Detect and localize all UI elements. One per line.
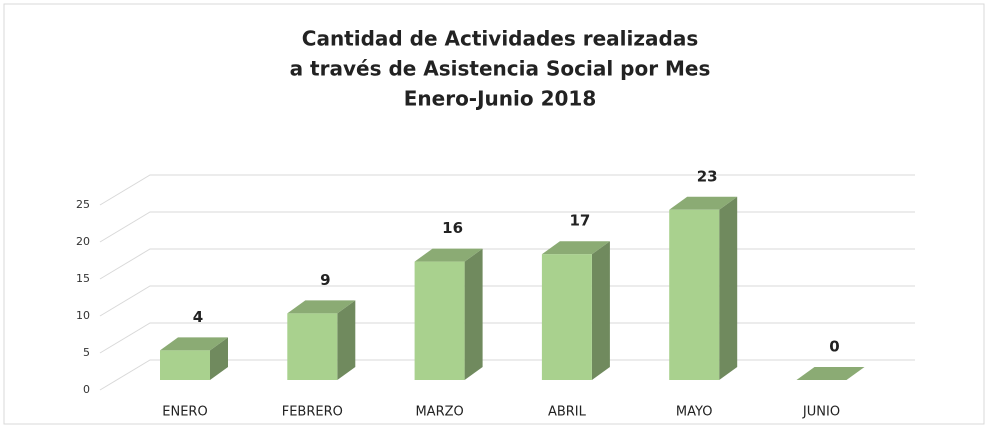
data-label: 17 xyxy=(569,212,590,230)
grid-line xyxy=(99,359,915,391)
data-label: 16 xyxy=(442,219,463,237)
bar-top xyxy=(414,248,483,262)
grid-line xyxy=(99,322,915,354)
bar xyxy=(160,350,210,380)
data-label: 0 xyxy=(829,338,839,356)
bar-side xyxy=(210,337,228,380)
bar xyxy=(541,254,592,380)
bar-top xyxy=(541,241,610,255)
x-tick-label: MARZO xyxy=(415,405,463,420)
bar-side xyxy=(719,196,738,380)
bar xyxy=(669,209,720,380)
chart-title: a través de Asistencia Social por Mes xyxy=(290,57,711,81)
bar-top xyxy=(669,196,738,210)
bar xyxy=(414,261,465,380)
y-tick-label: 25 xyxy=(76,198,90,211)
grid-line xyxy=(99,248,915,280)
bar-side xyxy=(464,248,483,380)
data-label: 9 xyxy=(320,271,330,289)
bar-side xyxy=(337,300,356,380)
bar xyxy=(287,313,338,380)
bar-top xyxy=(160,337,228,351)
y-tick-label: 5 xyxy=(83,346,90,359)
chart-title: Cantidad de Actividades realizadas xyxy=(302,27,698,51)
x-tick-label: ENERO xyxy=(162,405,207,420)
x-tick-label: JUNIO xyxy=(802,405,840,420)
x-tick-label: MAYO xyxy=(676,405,713,420)
grid-line xyxy=(99,285,915,317)
grid-line xyxy=(99,174,915,206)
x-tick-label: FEBRERO xyxy=(282,405,343,420)
y-tick-label: 0 xyxy=(83,383,90,396)
y-tick-label: 10 xyxy=(76,309,90,322)
bar-side xyxy=(591,241,610,380)
x-tick-label: ABRIL xyxy=(548,405,587,420)
data-label: 23 xyxy=(697,167,718,185)
y-tick-label: 15 xyxy=(76,272,90,285)
chart-title: Enero-Junio 2018 xyxy=(404,87,597,111)
data-label: 4 xyxy=(193,308,203,326)
bar-top xyxy=(287,300,356,314)
y-tick-label: 20 xyxy=(76,235,90,248)
bar-top xyxy=(796,367,865,380)
grid-line xyxy=(99,211,915,243)
